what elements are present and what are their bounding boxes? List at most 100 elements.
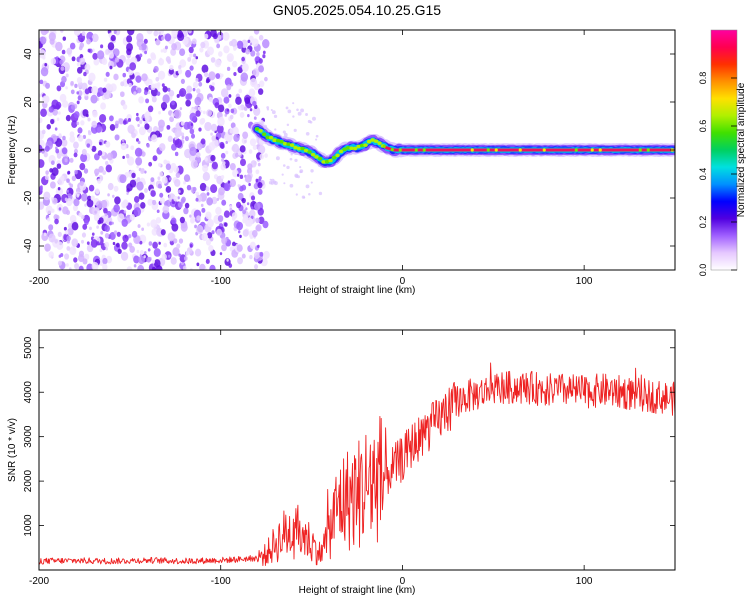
noise-blob [49,181,56,189]
noise-blob [139,240,143,245]
noise-blob [118,118,124,125]
noise-blob [109,231,116,240]
noise-blob [177,201,183,208]
noise-blob [144,188,148,194]
noise-blob [113,30,117,35]
noise-blob [77,95,82,101]
signal-track-blob [331,155,337,160]
noise-blob [100,44,104,49]
noise-blob [137,123,140,127]
noise-blob [157,119,165,129]
noise-blob [55,41,63,52]
noise-blob [198,81,203,87]
noise-blob [223,210,230,218]
colorbar-tick-label: 0.2 [698,216,708,229]
signal-track-bead [422,148,426,152]
signal-track-blob [261,132,267,136]
noise-blob [113,185,119,192]
noise-blob [69,157,74,163]
noise-blob [104,241,110,248]
noise-blob [175,172,181,178]
noise-blob [43,191,51,201]
noise-blob [123,210,127,214]
noise-blob [64,158,68,163]
snr-panel: -200 -100 0 100 1000 2000 3000 4000 5000 Height … [7,329,676,596]
noise-blob [39,79,44,85]
spectrogram-ylabel: Frequency (Hz) [7,116,18,185]
noise-blob [206,109,213,117]
noise-blob [208,245,214,252]
noise-blob [81,31,86,37]
noise-blob [120,142,127,151]
noise-blob [242,209,247,215]
noise-blob [62,36,67,41]
signal-track-bead [598,148,602,152]
noise-blob [91,120,98,128]
noise-blob [229,128,234,134]
noise-blob [80,120,85,126]
noise-blob [171,128,174,132]
noise-blob [121,218,128,227]
noise-blob [158,162,162,167]
noise-blob [71,238,79,247]
noise-blob [222,161,226,165]
noise-blob [173,238,178,244]
noise-blob [107,42,115,51]
noise-blob [221,244,227,252]
noise-blob [147,248,151,252]
noise-blob [247,113,250,118]
noise-blob [41,149,45,154]
noise-speck [282,130,286,134]
noise-blob [112,241,116,246]
noise-blob [94,153,100,161]
noise-blob [195,197,199,202]
noise-blob [105,161,109,166]
noise-blob [133,255,140,264]
noise-blob [68,182,71,186]
noise-blob [48,106,54,113]
noise-blob [185,251,190,256]
signal-track-blob [275,138,281,143]
noise-blob [187,30,192,34]
noise-blob [164,45,168,50]
noise-blob [104,213,108,217]
noise-blob [174,138,183,149]
noise-blob [166,124,171,130]
noise-blob [210,132,213,136]
noise-blob [86,38,91,45]
noise-blob [109,115,114,122]
noise-blob [238,107,242,111]
noise-blob [144,123,150,130]
noise-blob [233,46,237,51]
noise-blob [173,109,182,119]
noise-blob [90,239,98,248]
noise-blob [60,30,64,33]
noise-blob [57,187,61,191]
noise-blob [136,165,139,169]
noise-speck [309,120,313,124]
noise-blob [187,56,192,62]
noise-blob [113,230,118,235]
noise-blob [44,63,48,67]
noise-blob [185,99,191,107]
noise-blob [64,66,69,72]
noise-blob [131,230,138,238]
noise-blob [62,135,66,141]
noise-blob [138,192,145,200]
noise-blob [78,265,84,270]
noise-blob [66,246,71,251]
noise-blob [252,100,257,107]
noise-blob [56,117,60,121]
noise-region [39,30,323,270]
noise-blob [105,247,109,251]
noise-speck [289,183,294,188]
noise-blob [48,251,54,259]
noise-speck [287,109,292,114]
noise-blob [241,253,246,259]
noise-blob [264,76,268,82]
noise-blob [224,77,232,87]
noise-blob [236,40,244,49]
noise-blob [158,31,162,36]
noise-blob [66,235,71,242]
noise-blob [156,82,161,87]
